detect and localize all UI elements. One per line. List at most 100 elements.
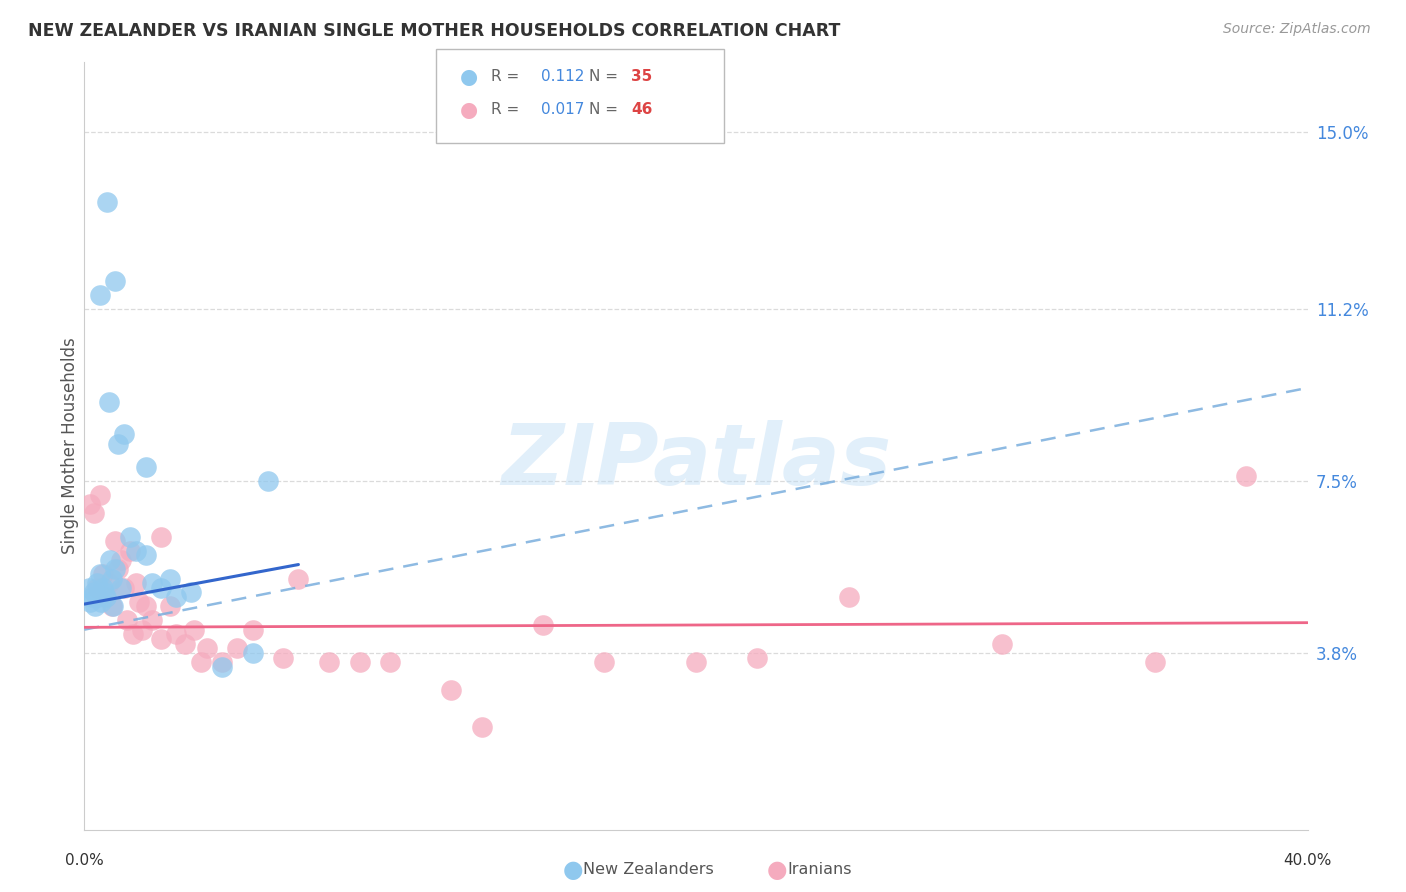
Point [112, 581, 135, 595]
Point [149, 632, 172, 646]
Text: NEW ZEALANDER VS IRANIAN SINGLE MOTHER HOUSEHOLDS CORRELATION CHART: NEW ZEALANDER VS IRANIAN SINGLE MOTHER H… [28, 22, 841, 40]
Text: Source: ZipAtlas.com: Source: ZipAtlas.com [1223, 22, 1371, 37]
Point [159, 572, 181, 586]
Point [991, 637, 1014, 651]
Point [747, 650, 769, 665]
Point [440, 683, 463, 698]
Point [318, 655, 340, 669]
Text: ●: ● [562, 858, 583, 881]
Point [471, 720, 494, 734]
Text: R =: R = [491, 103, 524, 117]
Point [257, 474, 280, 488]
Point [125, 543, 148, 558]
Point [226, 641, 249, 656]
Point [190, 655, 212, 669]
Point [96, 194, 118, 209]
Text: N =: N = [589, 70, 623, 84]
Point [89, 566, 111, 581]
Text: 0.0%: 0.0% [65, 853, 104, 868]
Point [104, 274, 127, 288]
Point [135, 459, 157, 474]
Point [110, 581, 132, 595]
Point [101, 572, 124, 586]
Point [242, 646, 264, 660]
Point [174, 637, 197, 651]
Point [112, 427, 135, 442]
Point [159, 599, 181, 614]
Point [183, 623, 205, 637]
Text: 0.112: 0.112 [541, 70, 585, 84]
Point [131, 623, 153, 637]
Text: ●: ● [460, 100, 478, 120]
Point [110, 553, 132, 567]
Point [91, 581, 114, 595]
Point [271, 650, 294, 665]
Point [211, 655, 233, 669]
Point [107, 436, 129, 450]
Point [103, 599, 125, 614]
Point [195, 641, 218, 656]
Point [104, 534, 127, 549]
Point [83, 585, 105, 599]
Point [242, 623, 264, 637]
Text: R =: R = [491, 70, 524, 84]
Point [1143, 655, 1166, 669]
Point [685, 655, 707, 669]
Point [141, 576, 163, 591]
Text: 0.017: 0.017 [541, 103, 585, 117]
Point [128, 595, 150, 609]
Point [84, 599, 107, 614]
Point [135, 599, 157, 614]
Point [120, 543, 142, 558]
Point [380, 655, 402, 669]
Point [90, 595, 112, 609]
Point [97, 394, 120, 409]
Point [165, 627, 187, 641]
Point [77, 581, 100, 595]
Point [287, 572, 309, 586]
Point [86, 581, 108, 595]
Point [122, 627, 145, 641]
Point [838, 590, 860, 604]
Text: 35: 35 [631, 70, 652, 84]
Point [149, 581, 172, 595]
Point [593, 655, 616, 669]
Y-axis label: Single Mother Households: Single Mother Households [62, 338, 80, 554]
Point [211, 660, 233, 674]
Point [98, 553, 121, 567]
Point [141, 613, 163, 627]
Text: New Zealanders: New Zealanders [583, 863, 714, 877]
Text: Iranians: Iranians [787, 863, 852, 877]
Point [135, 548, 157, 562]
Point [86, 576, 108, 591]
Text: ●: ● [460, 67, 478, 87]
Text: 40.0%: 40.0% [1284, 853, 1331, 868]
Point [107, 562, 129, 576]
Point [79, 595, 101, 609]
Point [93, 585, 115, 599]
Point [531, 618, 554, 632]
Point [91, 566, 114, 581]
Point [94, 590, 117, 604]
Point [125, 576, 148, 591]
Point [349, 655, 371, 669]
Point [115, 613, 138, 627]
Point [83, 507, 105, 521]
Point [89, 488, 111, 502]
Point [104, 562, 127, 576]
Text: ●: ● [766, 858, 787, 881]
Text: ZIPatlas: ZIPatlas [501, 420, 891, 503]
Point [149, 530, 172, 544]
Point [120, 530, 142, 544]
Point [165, 590, 187, 604]
Point [1236, 469, 1258, 483]
Point [101, 599, 124, 614]
Point [97, 576, 120, 591]
Point [87, 590, 110, 604]
Point [89, 288, 111, 302]
Point [79, 497, 101, 511]
Point [180, 585, 202, 599]
Point [94, 590, 117, 604]
Text: N =: N = [589, 103, 623, 117]
Point [80, 590, 103, 604]
